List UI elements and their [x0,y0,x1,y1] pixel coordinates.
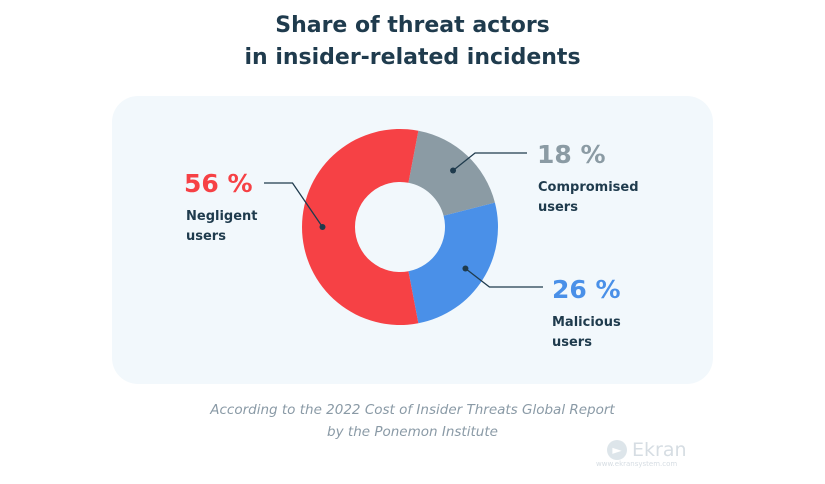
donut-slice-negligent [302,129,419,325]
donut-slice-malicious [408,202,498,324]
ekran-logo-wordmark: Ekran [632,439,687,461]
ekran-logo-url: www.ekransystem.com [596,460,678,468]
ekran-logo: ► Ekran www.ekransystem.com [596,438,704,472]
slice-value-label-compromised: 18 % [537,140,606,169]
slice-value-label-negligent: 56 % [184,169,253,198]
chart-title-line-2: in insider-related incidents [244,45,581,70]
leader-line-negligent [264,182,324,228]
slice-name-label-compromised: Compromised [538,180,639,195]
slice-value-label-malicious: 26 % [552,275,621,304]
donut-slices [302,129,498,325]
slice-name-label-malicious-line2: users [552,335,592,350]
source-footnote: According to the 2022 Cost of Insider Th… [0,399,825,443]
source-footnote-line-1: According to the 2022 Cost of Insider Th… [210,402,615,418]
leader-line-compromised [452,152,527,172]
ekran-logo-icon: ► [607,440,627,460]
slice-name-label-compromised-line2: users [538,200,578,215]
donut-slice-compromised [408,130,495,216]
slice-name-label-negligent-line2: users [186,229,226,244]
leader-line-malicious [465,268,543,288]
slice-name-label-malicious: Malicious [552,315,621,330]
chart-title-line-1: Share of threat actors [275,13,550,38]
chart-title: Share of threat actors in insider-relate… [0,10,825,74]
source-footnote-line-2: by the Ponemon Institute [327,424,498,440]
slice-name-label-negligent: Negligent [186,209,258,224]
leader-lines [264,152,543,288]
